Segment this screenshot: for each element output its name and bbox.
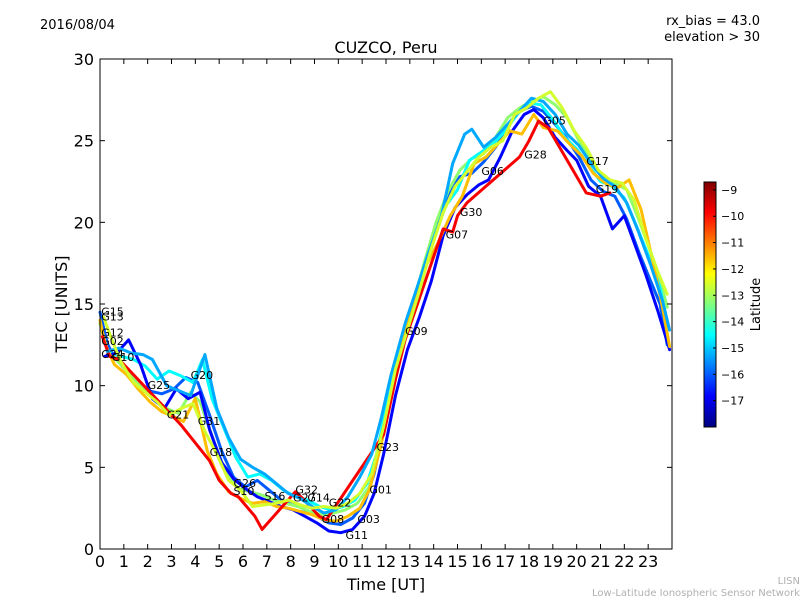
date-label: 2016/08/04 — [40, 18, 115, 33]
tec-track-7 — [105, 96, 672, 515]
satellite-label-g08: G08 — [322, 513, 345, 526]
colorbar-tick-label: −10 — [721, 210, 744, 223]
satellite-label-g13: G13 — [101, 310, 124, 323]
colorbar-tick-label: −11 — [721, 237, 744, 250]
colorbar-tick-label: −17 — [721, 395, 744, 408]
tec-track-4 — [103, 108, 672, 535]
x-tick-label: 22 — [614, 552, 634, 571]
satellite-label-g02: G02 — [101, 335, 124, 348]
x-tick-label: 0 — [95, 552, 105, 571]
satellite-label-g09: G09 — [405, 325, 428, 338]
y-tick-label: 30 — [74, 50, 94, 69]
footer-network-full: Low-Latitude Ionospheric Sensor Network — [592, 588, 800, 599]
tec-track-8 — [102, 90, 669, 510]
footer-network-short: LISN — [777, 576, 800, 587]
x-tick-label: 12 — [376, 552, 396, 571]
x-tick-label: 4 — [190, 552, 200, 571]
satellite-label-g14: G14 — [307, 492, 330, 505]
satellite-label-s16: S16 — [264, 490, 285, 503]
colorbar-tick-label: −9 — [721, 184, 737, 197]
tec-track-6 — [100, 119, 612, 531]
satellite-label-g28: G28 — [524, 149, 547, 162]
satellite-label-g30: G30 — [460, 206, 483, 219]
colorbar-tick-label: −16 — [721, 368, 744, 381]
colorbar-label: Latitude — [749, 278, 764, 332]
satellite-label-g26: G26 — [233, 477, 256, 490]
x-tick-label: 9 — [309, 552, 319, 571]
x-tick-label: 3 — [166, 552, 176, 571]
satellite-label-g17: G17 — [586, 155, 609, 168]
satellite-label-g22: G22 — [329, 497, 352, 510]
satellite-label-g06: G06 — [481, 165, 504, 178]
x-tick-label: 6 — [238, 552, 248, 571]
plot-frame — [99, 58, 673, 550]
satellite-label-g07: G07 — [446, 229, 469, 242]
y-tick-label: 5 — [84, 458, 94, 477]
x-tick-label: 7 — [262, 552, 272, 571]
colorbar — [703, 181, 717, 428]
x-tick-label: 21 — [590, 552, 610, 571]
y-tick-label: 20 — [74, 213, 94, 232]
x-tick-label: 17 — [495, 552, 515, 571]
y-axis-label: TEC [UNITS] — [52, 256, 71, 354]
satellite-label-g10: G10 — [112, 351, 135, 364]
y-tick-label: 10 — [74, 377, 94, 396]
rx-bias-note: rx_bias = 43.0 — [666, 14, 760, 29]
satellite-label-g27: G27 — [293, 492, 316, 505]
x-tick-label: 11 — [352, 552, 372, 571]
x-tick-label: 18 — [519, 552, 539, 571]
satellite-label-g21: G21 — [167, 408, 190, 421]
x-tick-label: 20 — [566, 552, 586, 571]
satellite-label-g24: G24 — [101, 348, 124, 361]
satellite-label-g31: G31 — [198, 415, 221, 428]
x-tick-label: 19 — [543, 552, 563, 571]
chart-title: CUZCO, Peru — [334, 38, 438, 57]
satellite-label-g32: G32 — [295, 483, 318, 496]
colorbar-tick-label: −13 — [721, 289, 744, 302]
satellite-label-g03: G03 — [357, 513, 380, 526]
satellite-label-g19: G19 — [596, 183, 619, 196]
x-tick-label: 13 — [400, 552, 420, 571]
satellite-label-g01: G01 — [369, 483, 392, 496]
x-tick-label: 10 — [328, 552, 348, 571]
colorbar-tick-label: −14 — [721, 316, 744, 329]
x-tick-label: 23 — [638, 552, 658, 571]
y-tick-label: 15 — [74, 295, 94, 314]
x-tick-label: 16 — [471, 552, 491, 571]
tec-track-5 — [98, 113, 672, 523]
satellite-label-g23: G23 — [376, 441, 399, 454]
satellite-label-g18: G18 — [210, 446, 233, 459]
y-tick-label: 25 — [74, 132, 94, 151]
satellite-label-g25: G25 — [148, 379, 171, 392]
x-tick-label: 15 — [447, 552, 467, 571]
x-tick-label: 8 — [286, 552, 296, 571]
satellite-label-g05: G05 — [543, 114, 566, 127]
satellite-label-s10: S10 — [233, 485, 254, 498]
x-axis-label: Time [UT] — [346, 575, 425, 594]
elevation-note: elevation > 30 — [664, 30, 760, 45]
x-tick-label: 14 — [423, 552, 443, 571]
satellite-label-g15: G15 — [101, 305, 124, 318]
y-tick-label: 0 — [84, 540, 94, 559]
satellite-label-g11: G11 — [345, 529, 368, 542]
satellite-label-g20: G20 — [191, 369, 214, 382]
x-tick-label: 1 — [119, 552, 129, 571]
colorbar-tick-label: −15 — [721, 342, 744, 355]
x-tick-label: 2 — [143, 552, 153, 571]
colorbar-tick-label: −12 — [721, 263, 744, 276]
x-tick-label: 5 — [214, 552, 224, 571]
satellite-label-g12: G12 — [101, 327, 124, 340]
